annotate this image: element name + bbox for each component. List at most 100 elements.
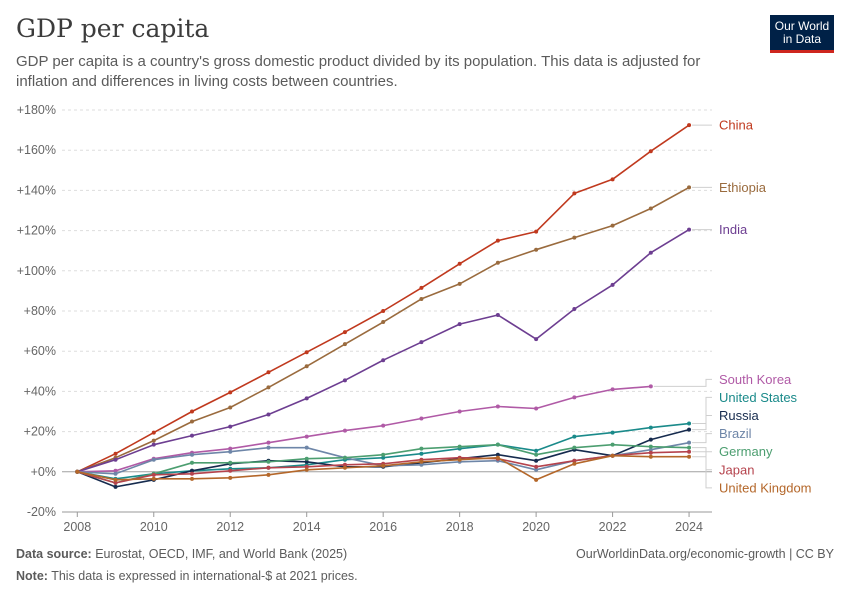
data-point-india [648, 250, 653, 255]
data-point-brazil [228, 449, 233, 454]
data-point-south-korea [304, 434, 309, 439]
data-point-ethiopia [228, 405, 233, 410]
data-point-germany [610, 442, 615, 447]
data-point-united-kingdom [572, 461, 577, 466]
series-label-china: China [719, 118, 754, 133]
grid-lines [62, 109, 712, 513]
data-point-japan [228, 468, 233, 473]
y-axis: -20% +0% +20% +40% +60% +80% +100% +120% +140% +1… [17, 103, 56, 519]
series-line-ethiopia [77, 186, 690, 473]
data-point-ethiopia [687, 185, 692, 190]
x-tick-label: 2010 [140, 520, 168, 534]
data-point-germany [534, 452, 539, 457]
data-point-united-states [381, 455, 386, 460]
data-point-ethiopia [304, 364, 309, 369]
note-text: This data is expressed in international-… [51, 569, 358, 583]
data-point-india [381, 358, 386, 363]
data-point-germany [381, 452, 386, 457]
data-point-ethiopia [648, 206, 653, 211]
data-point-germany [342, 455, 347, 460]
data-point-india [151, 442, 156, 447]
data-point-ethiopia [457, 281, 462, 286]
data-point-brazil [151, 457, 156, 462]
data-point-germany [572, 445, 577, 450]
data-point-china [610, 177, 615, 182]
data-point-japan [151, 472, 156, 477]
data-point-japan [266, 465, 271, 470]
series-label-united-kingdom: United Kingdom [719, 480, 812, 495]
logo-line-2: in Data [782, 32, 822, 46]
data-point-india [457, 322, 462, 327]
y-tick-label: +100% [17, 264, 56, 278]
data-point-india [687, 227, 692, 232]
data-point-united-states [572, 434, 577, 439]
data-point-south-korea [648, 384, 653, 389]
data-point-russia [304, 459, 309, 464]
data-point-ethiopia [495, 260, 500, 265]
data-point-ethiopia [151, 438, 156, 443]
x-tick-label: 2022 [599, 520, 627, 534]
data-point-south-korea [572, 395, 577, 400]
data-point-japan [342, 462, 347, 467]
data-point-united-states [648, 425, 653, 430]
label-connector-germany [692, 447, 712, 453]
data-point-united-kingdom [342, 465, 347, 470]
data-point-united-kingdom [304, 467, 309, 472]
data-point-russia [495, 452, 500, 457]
data-point-china [572, 191, 577, 196]
data-point-china [687, 123, 692, 128]
data-point-united-kingdom [75, 469, 80, 474]
data-point-south-korea [534, 406, 539, 411]
x-tick-label: 2016 [369, 520, 397, 534]
data-point-japan [648, 450, 653, 455]
series-label-russia: Russia [719, 408, 760, 423]
data-point-united-kingdom [151, 476, 156, 481]
y-tick-label: +60% [24, 344, 56, 358]
data-point-united-states [534, 448, 539, 453]
data-point-ethiopia [610, 223, 615, 228]
data-point-russia [687, 427, 692, 432]
y-tick-label: +40% [24, 384, 56, 398]
data-point-japan [534, 464, 539, 469]
data-source-label: Data source: [16, 547, 92, 561]
data-point-japan [572, 458, 577, 463]
data-source-text: Eurostat, OECD, IMF, and World Bank (202… [95, 547, 348, 561]
data-point-china [190, 409, 194, 414]
label-connector-united-kingdom [692, 456, 712, 489]
data-point-united-kingdom [610, 453, 615, 458]
data-point-india [304, 396, 309, 401]
y-tick-label: +120% [17, 224, 56, 238]
data-point-united-kingdom [687, 454, 692, 459]
data-point-united-kingdom [648, 454, 653, 459]
credit-link[interactable]: OurWorldinData.org/economic-growth | CC … [576, 547, 834, 561]
data-point-south-korea [342, 428, 347, 433]
data-point-india [495, 313, 500, 318]
data-point-ethiopia [342, 342, 347, 347]
data-point-united-states [419, 451, 424, 456]
x-axis: 2008 2010 2012 2014 2016 2018 2020 2022 2024 [62, 511, 712, 534]
data-point-united-kingdom [266, 472, 271, 477]
data-point-united-kingdom [113, 477, 118, 482]
data-point-germany [648, 444, 653, 449]
data-point-germany [228, 460, 233, 465]
owid-logo[interactable]: Our World in Data [770, 15, 834, 53]
chart-title: GDP per capita [16, 14, 210, 43]
data-point-ethiopia [190, 419, 194, 424]
label-connector-japan [692, 451, 712, 471]
data-source: Data source: Eurostat, OECD, IMF, and Wo… [16, 547, 347, 561]
data-point-germany [495, 442, 500, 447]
data-point-russia [113, 484, 118, 489]
data-point-united-kingdom [190, 476, 194, 481]
data-point-ethiopia [381, 320, 386, 325]
data-point-india [610, 282, 615, 287]
data-point-united-kingdom [381, 463, 386, 468]
data-point-india [190, 433, 194, 438]
x-tick-label: 2012 [216, 520, 244, 534]
data-point-ethiopia [572, 235, 577, 240]
data-point-germany [266, 459, 271, 464]
data-point-germany [419, 446, 424, 451]
data-point-russia [190, 468, 194, 473]
data-point-russia [534, 458, 539, 463]
y-tick-label: +80% [24, 304, 56, 318]
data-point-ethiopia [534, 247, 539, 252]
